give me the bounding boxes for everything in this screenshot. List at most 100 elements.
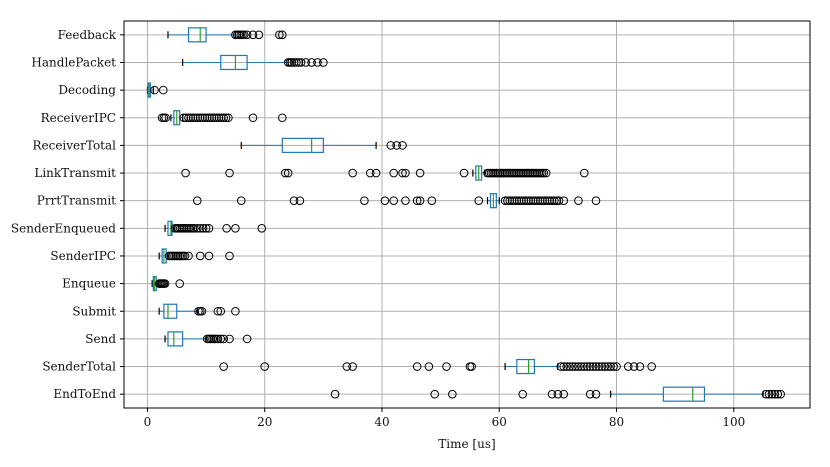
outlier-point bbox=[186, 113, 196, 123]
outlier-point bbox=[225, 168, 234, 178]
outlier-point bbox=[242, 334, 252, 344]
box-PrrtTransmit bbox=[192, 193, 601, 209]
outlier-point bbox=[195, 113, 205, 123]
x-tick-label: 40 bbox=[374, 415, 389, 429]
outlier-point bbox=[287, 58, 296, 67]
outlier-point bbox=[201, 224, 211, 233]
outlier-point bbox=[283, 168, 293, 178]
outlier-point bbox=[571, 362, 580, 371]
outlier-point bbox=[412, 196, 422, 205]
outlier-point bbox=[205, 113, 214, 123]
outlier-point bbox=[192, 196, 202, 205]
outlier-point bbox=[761, 389, 771, 399]
y-tick-labels: Feedback HandlePacket Decoding ReceiverIPC R… bbox=[11, 28, 124, 401]
outlier-point bbox=[204, 251, 214, 261]
box-Decoding bbox=[146, 82, 168, 98]
outlier-point bbox=[552, 196, 562, 205]
y-tick-label: HandlePacket bbox=[31, 55, 116, 69]
outlier-point bbox=[225, 334, 234, 344]
outlier-point bbox=[209, 113, 219, 123]
outlier-point bbox=[213, 306, 223, 316]
outlier-point bbox=[224, 113, 233, 123]
outlier-point bbox=[603, 362, 613, 371]
outlier-point bbox=[380, 196, 390, 205]
outlier-point bbox=[195, 224, 205, 233]
outlier-point bbox=[289, 58, 299, 67]
outlier-point bbox=[505, 196, 515, 205]
outlier-point bbox=[260, 362, 270, 371]
outlier-point bbox=[371, 168, 381, 178]
y-tick-label: SenderEnqueued bbox=[11, 221, 116, 235]
outlier-point bbox=[307, 58, 316, 67]
outlier-point bbox=[767, 389, 777, 399]
outlier-point bbox=[389, 196, 399, 205]
outlier-point bbox=[213, 334, 223, 344]
outlier-point bbox=[401, 168, 410, 178]
outlier-point bbox=[526, 196, 536, 205]
outlier-point bbox=[191, 113, 200, 123]
y-tick-label: EndToEnd bbox=[53, 387, 116, 401]
box-LinkTransmit bbox=[181, 165, 589, 181]
outlier-point bbox=[503, 196, 512, 205]
outlier-point bbox=[150, 85, 159, 95]
outlier-point bbox=[535, 196, 545, 205]
outlier-point bbox=[623, 362, 633, 371]
outlier-point bbox=[231, 306, 240, 316]
outlier-point bbox=[579, 168, 589, 178]
outlier-point bbox=[550, 196, 559, 205]
outlier-point bbox=[158, 85, 168, 95]
outlier-point bbox=[547, 196, 557, 205]
outlier-point bbox=[180, 251, 190, 261]
outlier-point bbox=[295, 196, 305, 205]
box-iqr bbox=[167, 331, 184, 347]
outlier-point bbox=[248, 30, 258, 40]
outlier-point bbox=[556, 362, 566, 371]
outlier-point bbox=[221, 113, 231, 123]
outlier-point bbox=[292, 58, 301, 67]
box-iqr bbox=[281, 137, 324, 153]
outlier-point bbox=[181, 168, 190, 178]
outlier-point bbox=[412, 362, 422, 371]
outlier-point bbox=[588, 362, 598, 371]
outlier-point bbox=[424, 362, 434, 371]
y-tick-label: ReceiverIPC bbox=[41, 111, 116, 125]
outlier-point bbox=[216, 306, 226, 316]
outlier-point bbox=[541, 168, 551, 178]
box-Submit bbox=[158, 303, 240, 319]
outlier-point bbox=[175, 279, 185, 288]
outlier-point bbox=[591, 196, 601, 205]
outlier-point bbox=[565, 362, 574, 371]
outlier-point bbox=[161, 113, 170, 123]
outlier-point bbox=[562, 362, 571, 371]
outlier-point bbox=[776, 389, 785, 399]
box-HandlePacket bbox=[182, 54, 328, 71]
outlier-point bbox=[401, 196, 410, 205]
box-Feedback bbox=[167, 27, 287, 43]
y-tick-label: SenderIPC bbox=[50, 249, 116, 263]
outlier-point bbox=[248, 113, 258, 123]
outlier-point bbox=[442, 362, 451, 371]
outlier-point bbox=[193, 113, 203, 123]
outlier-point bbox=[184, 251, 193, 261]
box-plots bbox=[146, 27, 785, 402]
outlier-point bbox=[591, 389, 601, 399]
outlier-point bbox=[507, 196, 517, 205]
outlier-point bbox=[539, 168, 549, 178]
outlier-point bbox=[524, 196, 533, 205]
outlier-point bbox=[212, 113, 221, 123]
outlier-point bbox=[360, 196, 369, 205]
box-iqr bbox=[187, 27, 207, 43]
outlier-point bbox=[386, 141, 396, 150]
outlier-point bbox=[540, 196, 550, 205]
x-axis-title: Time [us] bbox=[438, 437, 495, 451]
outlier-point bbox=[398, 168, 407, 178]
outlier-point bbox=[294, 58, 304, 67]
outlier-point bbox=[207, 113, 217, 123]
outlier-point bbox=[512, 196, 522, 205]
y-tick-label: Send bbox=[85, 332, 116, 346]
outlier-point bbox=[582, 362, 592, 371]
outlier-point bbox=[559, 362, 569, 371]
outlier-point bbox=[500, 196, 510, 205]
outlier-point bbox=[430, 389, 440, 399]
